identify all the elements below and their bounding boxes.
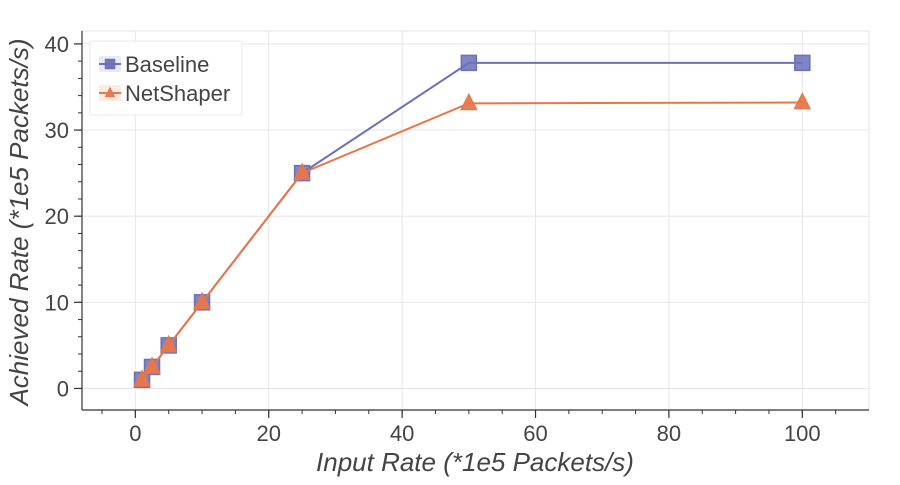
data-point: [293, 162, 311, 181]
data-point: [193, 291, 211, 310]
y-tick-label: 20: [45, 204, 69, 229]
data-point: [133, 369, 151, 387]
x-tick-label: 20: [257, 421, 281, 446]
series-netshaper: [133, 91, 812, 387]
legend-marker: [104, 86, 116, 98]
x-tick-label: 60: [523, 421, 547, 446]
y-tick-label: 0: [57, 376, 69, 401]
x-tick-label: 80: [657, 421, 681, 446]
x-tick-label: 100: [784, 421, 821, 446]
x-axis-title: Input Rate (*1e5 Packets/s): [316, 447, 634, 477]
legend-label: NetShaper: [125, 81, 230, 106]
data-point: [460, 92, 478, 111]
y-axis-title: Achieved Rate (*1e5 Packets/s): [4, 38, 34, 407]
legend-item-netshaper: NetShaper: [99, 81, 230, 106]
legend-marker: [104, 58, 116, 70]
y-tick-label: 40: [45, 32, 69, 57]
data-point: [793, 91, 812, 110]
y-tick-label: 30: [45, 118, 69, 143]
legend-item-baseline: Baseline: [99, 52, 209, 77]
data-point: [143, 356, 161, 374]
x-tick-label: 0: [129, 421, 141, 446]
data-point: [794, 54, 811, 72]
y-tick-label: 10: [45, 290, 69, 315]
data-point: [460, 54, 478, 72]
x-tick-label: 40: [390, 421, 414, 446]
data-point: [159, 334, 178, 353]
legend-label: Baseline: [125, 52, 209, 77]
legend-box: [89, 40, 243, 116]
